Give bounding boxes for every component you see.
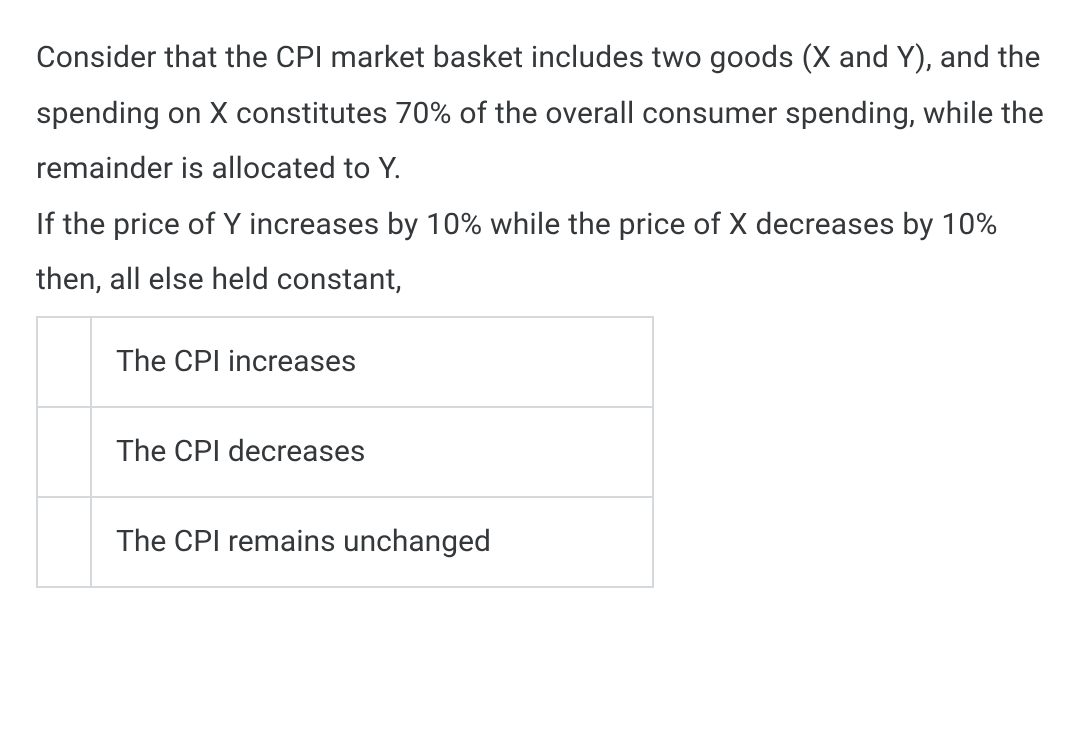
option-row[interactable]: The CPI increases xyxy=(36,316,654,406)
option-label: The CPI increases xyxy=(92,318,652,406)
option-checkbox[interactable] xyxy=(38,318,92,406)
option-row[interactable]: The CPI decreases xyxy=(36,406,654,496)
question-paragraph-2: If the price of Y increases by 10% while… xyxy=(36,207,998,298)
question-paragraph-1: Consider that the CPI market basket incl… xyxy=(36,40,1044,186)
question-container: Consider that the CPI market basket incl… xyxy=(0,0,1080,620)
option-checkbox[interactable] xyxy=(38,408,92,496)
option-label: The CPI remains unchanged xyxy=(92,498,652,586)
question-text: Consider that the CPI market basket incl… xyxy=(36,30,1044,308)
answer-options: The CPI increases The CPI decreases The … xyxy=(36,316,654,588)
option-row[interactable]: The CPI remains unchanged xyxy=(36,496,654,588)
option-checkbox[interactable] xyxy=(38,498,92,586)
option-label: The CPI decreases xyxy=(92,408,652,496)
